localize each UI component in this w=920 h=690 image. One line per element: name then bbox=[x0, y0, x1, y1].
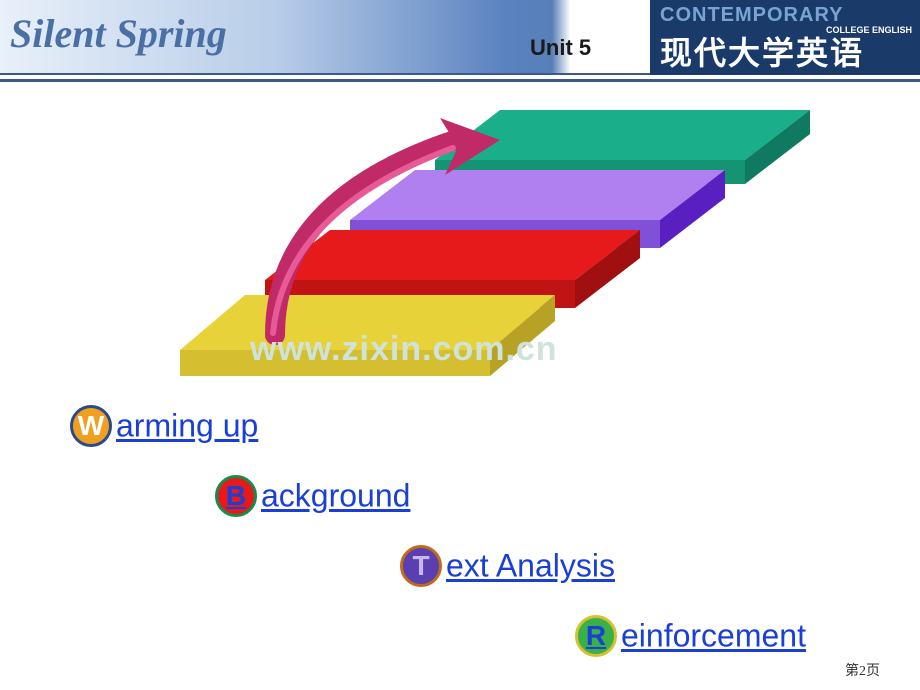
bubble-b: B bbox=[215, 475, 257, 517]
nav-background[interactable]: B ackground bbox=[215, 475, 410, 517]
nav-text-analysis-label: ext Analysis bbox=[446, 548, 615, 584]
logo-text-cn: 现代大学英语 bbox=[660, 28, 864, 74]
watermark: www.zixin.com.cn bbox=[250, 330, 558, 369]
bubble-r: R bbox=[575, 615, 617, 657]
page-title: Silent Spring bbox=[10, 10, 227, 57]
nav-text-background: ackground bbox=[261, 478, 410, 514]
bubble-w: W bbox=[70, 405, 112, 447]
nav-text-reinforcement: einforcement bbox=[621, 618, 806, 654]
brand-logo: CONTEMPORARY COLLEGE ENGLISH 现代大学英语 bbox=[650, 0, 920, 75]
logo-text-en: CONTEMPORARY bbox=[660, 4, 843, 27]
nav-warming-up[interactable]: W arming up bbox=[70, 405, 258, 447]
header-divider bbox=[0, 79, 920, 82]
nav-text-analysis[interactable]: T ext Analysis bbox=[400, 545, 615, 587]
page-number: 第2页 bbox=[845, 660, 880, 680]
header: Silent Spring Unit 5 CONTEMPORARY COLLEG… bbox=[0, 0, 920, 75]
nav-text-warming: arming up bbox=[116, 408, 258, 444]
nav-reinforcement[interactable]: R einforcement bbox=[575, 615, 806, 657]
bubble-t: T bbox=[400, 545, 442, 587]
unit-label: Unit 5 bbox=[530, 35, 591, 61]
slabs-svg bbox=[155, 100, 855, 420]
